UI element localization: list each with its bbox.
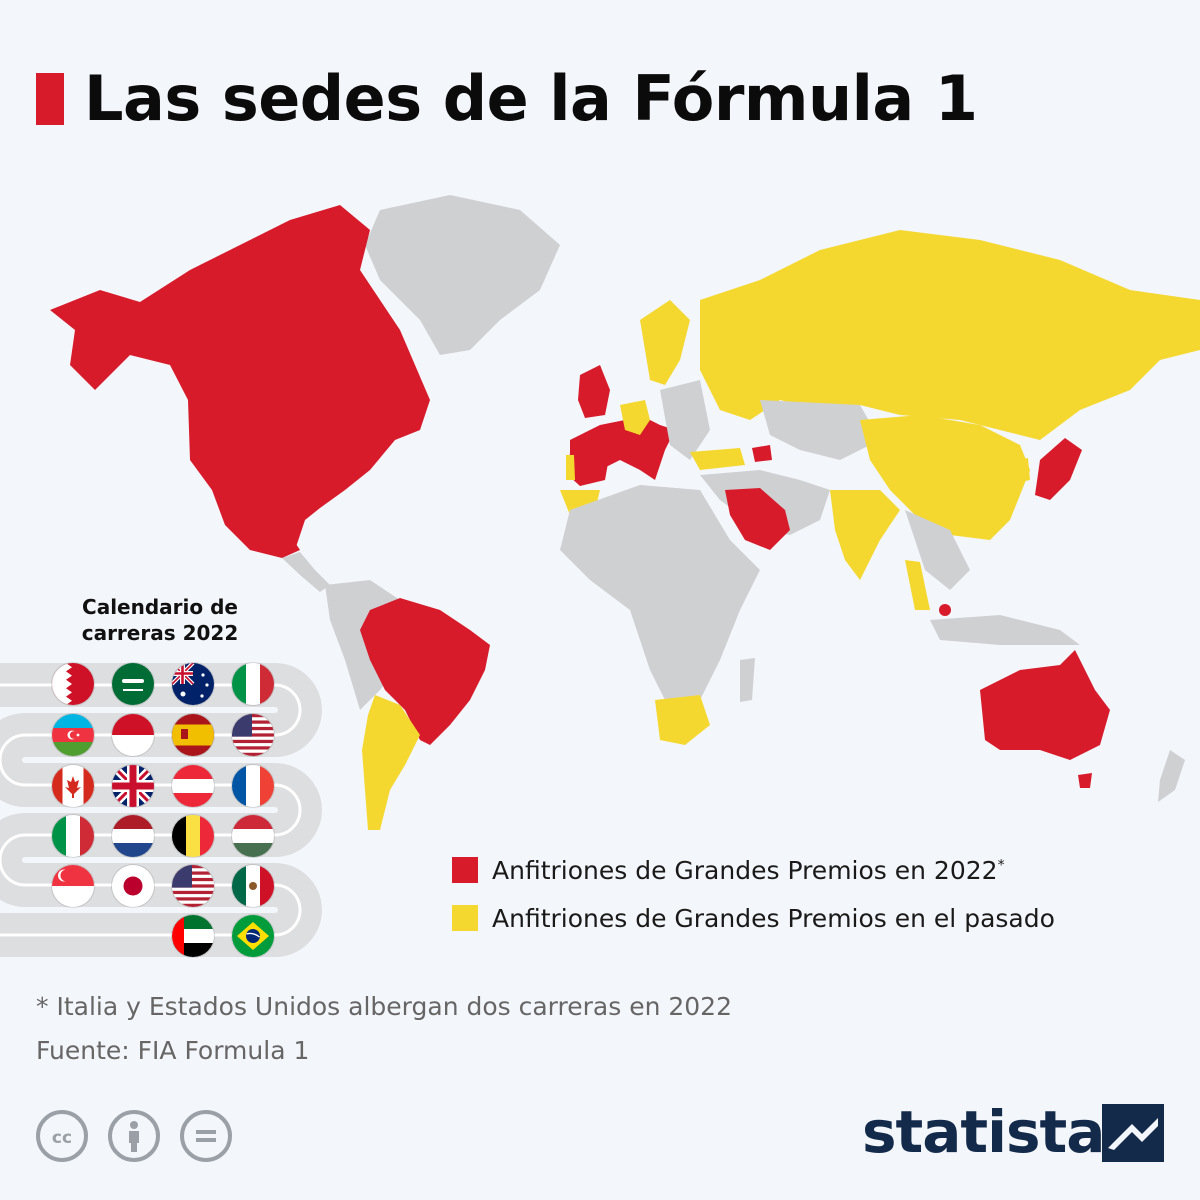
legend-item-past: Anfitriones de Grandes Premios en el pas… [452, 894, 1055, 942]
spain [568, 452, 610, 486]
uae-flag [172, 915, 214, 957]
map-legend: Anfitriones de Grandes Premios en 2022* … [452, 846, 1055, 942]
tasmania [1078, 773, 1092, 788]
central-america [282, 552, 330, 592]
new-zealand [1158, 750, 1185, 802]
legend-label-2022: Anfitriones de Grandes Premios en 2022 [492, 855, 998, 885]
azerbaijan-flag [52, 714, 94, 756]
madagascar [740, 658, 755, 702]
footnote: * Italia y Estados Unidos albergan dos c… [36, 992, 732, 1021]
argentina [362, 695, 420, 830]
malaysia [905, 560, 930, 610]
usa-flag [172, 865, 214, 907]
australia-flag [172, 663, 214, 705]
spain-flag [172, 714, 214, 756]
legend-swatch-past [452, 905, 478, 931]
legend-label-past: Anfitriones de Grandes Premios en el pas… [492, 903, 1055, 933]
attribution-icon[interactable] [108, 1110, 160, 1162]
mexico-flag [232, 865, 274, 907]
source-note: Fuente: FIA Formula 1 [36, 1036, 310, 1065]
legend-swatch-2022 [452, 857, 478, 883]
japan-flag [112, 865, 154, 907]
turkey [690, 448, 745, 470]
legend-item-2022: Anfitriones de Grandes Premios en 2022* [452, 846, 1055, 894]
indonesia [930, 615, 1080, 645]
australia [980, 650, 1110, 760]
no-derivatives-icon[interactable] [180, 1110, 232, 1162]
statista-logo-text[interactable]: statista [862, 1098, 1105, 1166]
southeast-asia [905, 510, 970, 590]
greenland [365, 195, 560, 355]
canada-flag [52, 765, 94, 807]
portugal [566, 455, 575, 480]
page-title: Las sedes de la Fórmula 1 [84, 62, 978, 135]
azerbaijan [752, 445, 772, 462]
italy-flag [52, 815, 94, 857]
legend-footnote-mark: * [997, 857, 1005, 874]
scandinavia-past [640, 300, 690, 385]
title-accent-bar [36, 73, 64, 125]
russia [700, 230, 1200, 440]
mexico-region [212, 490, 300, 558]
calendar-track [0, 663, 322, 957]
france-flag [232, 765, 274, 807]
svg-text:cc: cc [52, 1128, 72, 1148]
italy-flag [232, 663, 274, 705]
statista-logo-icon [1102, 1104, 1164, 1162]
cc-icon[interactable]: cc [36, 1110, 88, 1162]
south-africa [655, 695, 710, 745]
bahrain-flag [52, 663, 94, 705]
brazil [360, 598, 490, 745]
japan [1035, 438, 1082, 500]
india [830, 490, 900, 580]
africa-nonhost [560, 485, 760, 710]
uk-flag [112, 765, 154, 807]
brazil-flag [232, 915, 274, 957]
austria-flag [172, 765, 214, 807]
germany-switzerland [620, 400, 650, 435]
saudi-arabia-flag [112, 663, 154, 705]
monaco-flag [112, 714, 154, 756]
netherlands-flag [112, 815, 154, 857]
usa-flag [232, 714, 274, 756]
uk [578, 365, 610, 418]
north-america-hosts [50, 205, 430, 550]
central-asia [760, 400, 880, 460]
singapore-marker [939, 604, 951, 616]
belgium-flag [172, 815, 214, 857]
korea [1018, 458, 1030, 482]
calendar-title: Calendario de carreras 2022 [81, 595, 239, 645]
hungary-flag [232, 815, 274, 857]
china [860, 415, 1030, 540]
eastern-europe [660, 380, 710, 460]
saudi-arabia [725, 488, 790, 550]
singapore-flag [52, 865, 94, 907]
world-map [50, 195, 1200, 830]
